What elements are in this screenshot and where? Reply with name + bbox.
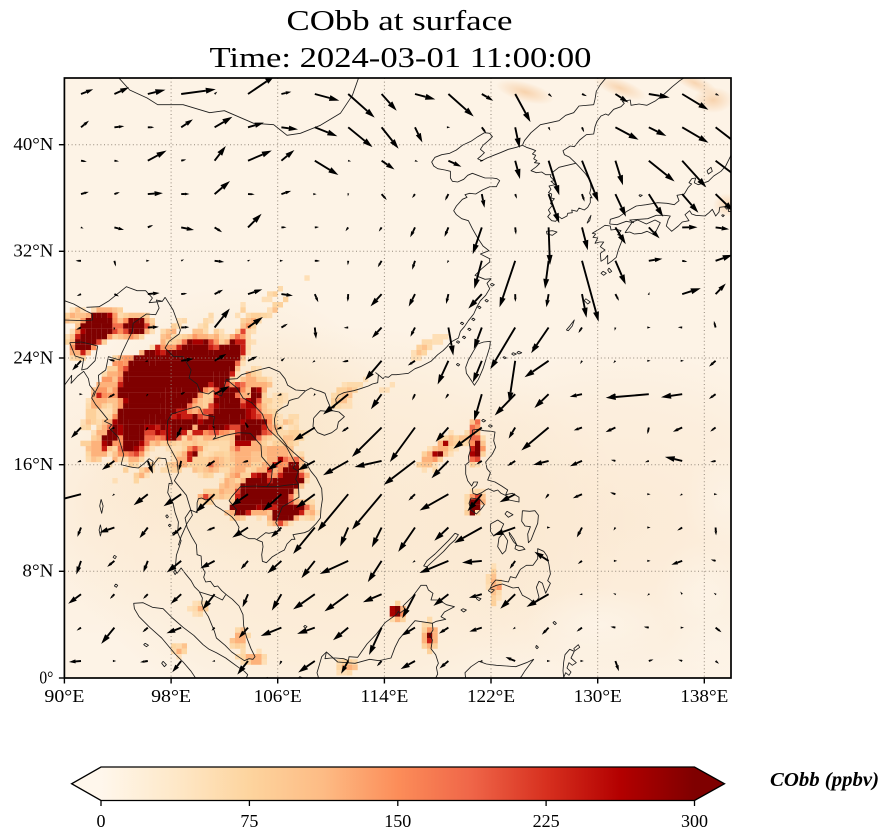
svg-text:CObb (ppbv): CObb (ppbv)	[770, 769, 879, 791]
svg-text:300: 300	[681, 811, 708, 831]
svg-text:98°E: 98°E	[151, 686, 191, 706]
svg-text:90°E: 90°E	[44, 686, 84, 706]
svg-text:Time: 2024-03-01 11:00:00: Time: 2024-03-01 11:00:00	[210, 43, 592, 74]
svg-text:CObb at surface: CObb at surface	[287, 6, 513, 37]
svg-text:16°N: 16°N	[13, 454, 53, 474]
svg-text:8°N: 8°N	[22, 561, 53, 581]
svg-text:138°E: 138°E	[680, 686, 728, 706]
svg-text:150: 150	[384, 811, 411, 831]
svg-text:114°E: 114°E	[360, 686, 408, 706]
svg-text:225: 225	[533, 811, 560, 831]
svg-text:75: 75	[240, 811, 258, 831]
svg-text:0: 0	[97, 811, 106, 831]
svg-text:24°N: 24°N	[13, 347, 53, 367]
svg-text:0°: 0°	[39, 667, 53, 687]
svg-text:106°E: 106°E	[254, 686, 302, 706]
svg-text:122°E: 122°E	[467, 686, 515, 706]
svg-text:32°N: 32°N	[13, 241, 53, 261]
svg-text:130°E: 130°E	[574, 686, 622, 706]
svg-text:40°N: 40°N	[13, 134, 53, 154]
